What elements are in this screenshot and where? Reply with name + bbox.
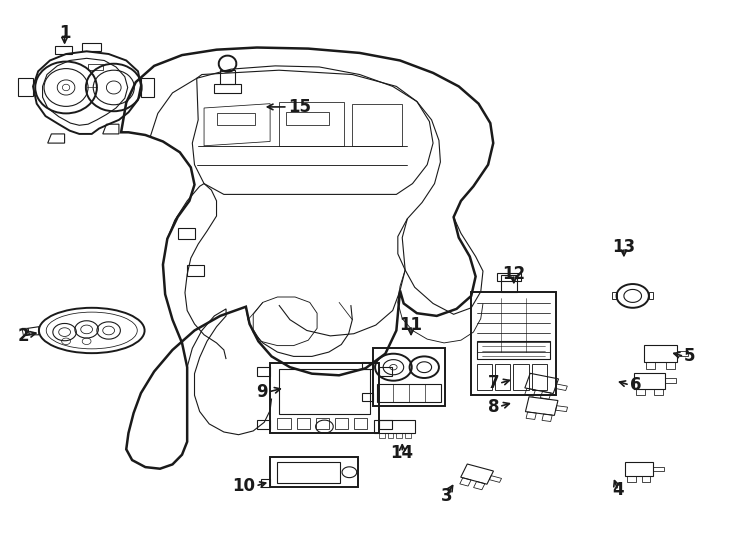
Text: 8: 8 xyxy=(487,397,499,416)
Text: 6: 6 xyxy=(630,376,642,394)
Text: 14: 14 xyxy=(390,443,414,462)
Text: 10: 10 xyxy=(233,477,255,495)
Text: 3: 3 xyxy=(440,487,452,505)
Text: 11: 11 xyxy=(399,316,423,334)
Text: 4: 4 xyxy=(612,481,624,500)
Text: 2: 2 xyxy=(18,327,29,345)
Text: 9: 9 xyxy=(256,383,268,401)
Text: 15: 15 xyxy=(288,98,310,116)
Text: 1: 1 xyxy=(59,24,70,43)
Text: 7: 7 xyxy=(487,374,499,393)
Text: 12: 12 xyxy=(502,265,526,284)
Text: 13: 13 xyxy=(612,238,636,256)
Text: 5: 5 xyxy=(684,347,696,366)
